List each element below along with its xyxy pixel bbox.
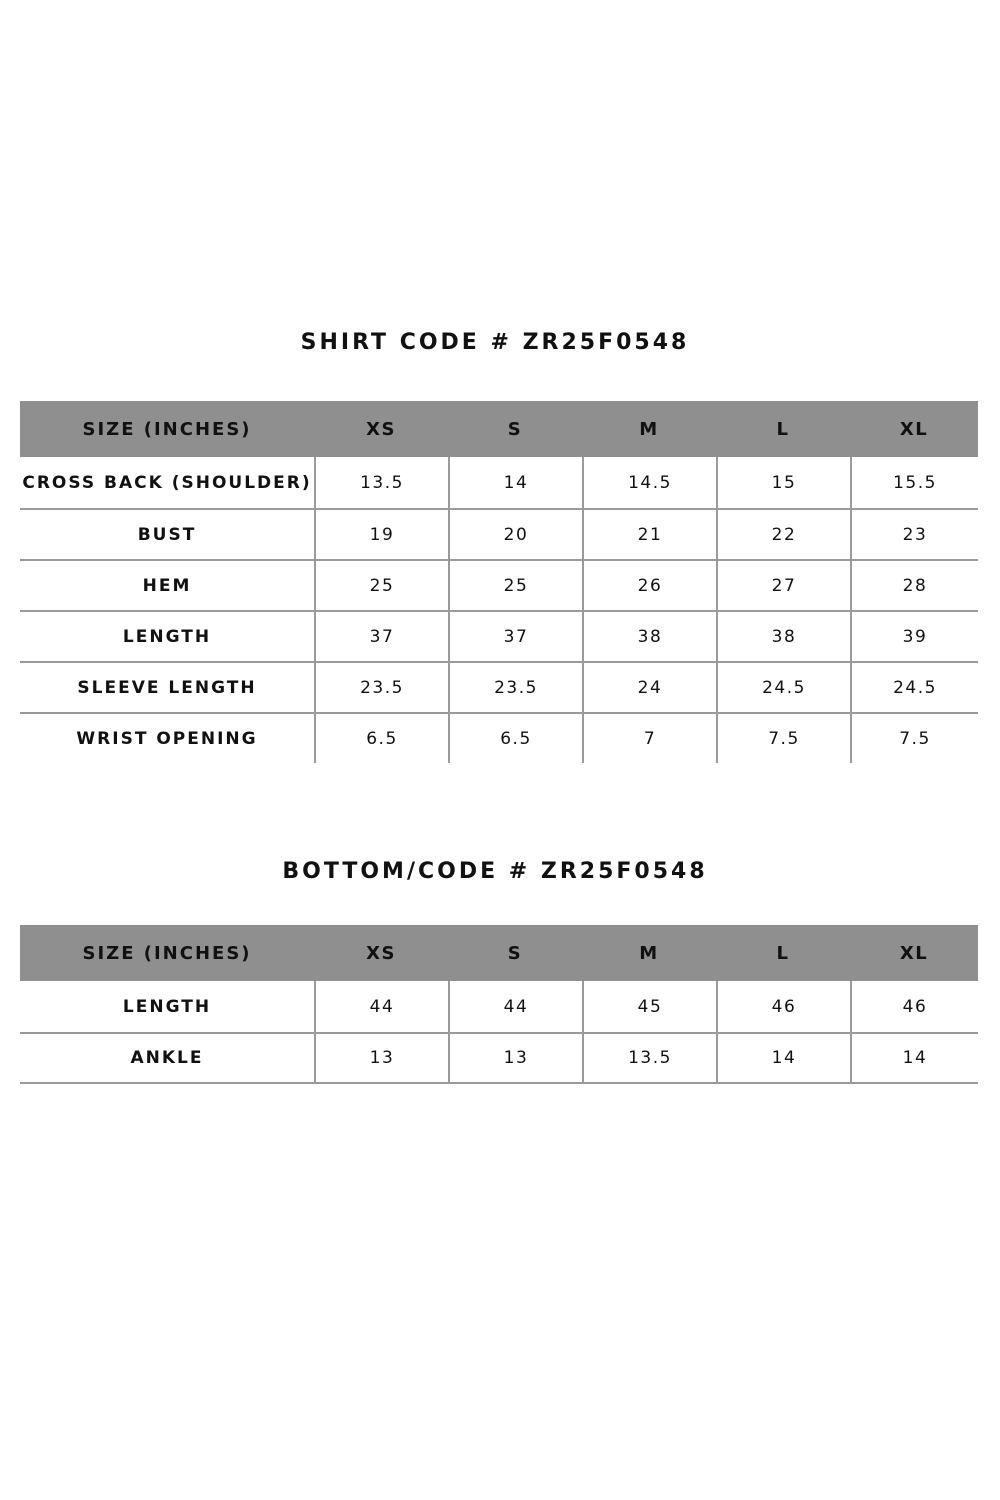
measurement-value-cell: 20	[448, 510, 582, 559]
measurement-value-cell: 13	[314, 1034, 448, 1082]
measurement-value-cell: 38	[716, 612, 850, 661]
measurement-value-cell: 24	[582, 663, 716, 712]
header-label-cell: SIZE (INCHES)	[82, 942, 252, 964]
measurement-value-cell: 37	[314, 612, 448, 661]
shirt-title: SHIRT CODE # ZR25F0548	[300, 330, 690, 355]
measurement-value-cell: 28	[850, 561, 978, 610]
measurement-value-cell: 23.5	[314, 663, 448, 712]
size-header-cell: XS	[366, 942, 396, 964]
size-header-cell: M	[639, 942, 659, 964]
size-header-cell: XS	[366, 418, 396, 440]
measurement-value-cell: 19	[314, 510, 448, 559]
measurement-value-cell: 23.5	[448, 663, 582, 712]
measurement-value-cell: 6.5	[448, 714, 582, 763]
table-row: HEM 25 25 26 27 28	[20, 559, 978, 610]
measurement-value-cell: 14	[448, 457, 582, 508]
measurement-value-cell: 23	[850, 510, 978, 559]
measurement-value-cell: 46	[716, 981, 850, 1032]
measurement-label-cell: ANKLE	[130, 1048, 204, 1068]
measurement-value-cell: 38	[582, 612, 716, 661]
measurement-value-cell: 44	[448, 981, 582, 1032]
measurement-value-cell: 24.5	[850, 663, 978, 712]
table-row: BUST 19 20 21 22 23	[20, 508, 978, 559]
measurement-value-cell: 37	[448, 612, 582, 661]
table-row: WRIST OPENING 6.5 6.5 7 7.5 7.5	[20, 712, 978, 763]
measurement-value-cell: 25	[448, 561, 582, 610]
table-row: LENGTH 37 37 38 38 39	[20, 610, 978, 661]
measurement-value-cell: 13	[448, 1034, 582, 1082]
table-row: SLEEVE LENGTH 23.5 23.5 24 24.5 24.5	[20, 661, 978, 712]
measurement-label-cell: WRIST OPENING	[76, 728, 258, 749]
measurement-value-cell: 7	[582, 714, 716, 763]
measurement-label-cell: CROSS BACK (SHOULDER)	[22, 472, 312, 493]
measurement-value-cell: 14	[716, 1034, 850, 1082]
measurement-value-cell: 45	[582, 981, 716, 1032]
measurement-label-cell: BUST	[137, 524, 197, 545]
measurement-label-cell: LENGTH	[122, 996, 212, 1017]
measurement-value-cell: 44	[314, 981, 448, 1032]
measurement-value-cell: 6.5	[314, 714, 448, 763]
measurement-value-cell: 14.5	[582, 457, 716, 508]
shirt-size-table: SIZE (INCHES) XS S M L XL CROSS BACK (SHOULDER…	[20, 401, 978, 763]
measurement-value-cell: 15	[716, 457, 850, 508]
measurement-label-cell: SLEEVE LENGTH	[77, 677, 257, 698]
measurement-value-cell: 24.5	[716, 663, 850, 712]
header-label-cell: SIZE (INCHES)	[82, 418, 252, 440]
bottom-title: BOTTOM/CODE # ZR25F0548	[282, 859, 708, 884]
measurement-value-cell: 15.5	[850, 457, 978, 508]
measurement-value-cell: 39	[850, 612, 978, 661]
table-row: LENGTH 44 44 45 46 46	[20, 981, 978, 1032]
measurement-value-cell: 22	[716, 510, 850, 559]
size-header-cell: S	[507, 418, 523, 440]
size-header-cell: M	[639, 418, 659, 440]
measurement-value-cell: 13.5	[582, 1034, 716, 1082]
size-header-cell: XL	[899, 942, 929, 964]
header-row: SIZE (INCHES) XS S M L XL	[20, 401, 978, 457]
measurement-label-cell: LENGTH	[122, 626, 212, 647]
table-row: ANKLE 13 13 13.5 14 14	[20, 1032, 978, 1084]
bottom-size-table: SIZE (INCHES) XS S M L XL LENGTH 44 44 45 46 46 ANKL…	[20, 925, 978, 1084]
measurement-value-cell: 14	[850, 1034, 978, 1082]
measurement-label-cell: HEM	[142, 575, 192, 596]
size-header-cell: L	[776, 418, 790, 440]
header-row: SIZE (INCHES) XS S M L XL	[20, 925, 978, 981]
size-header-cell: S	[507, 942, 523, 964]
measurement-value-cell: 25	[314, 561, 448, 610]
measurement-value-cell: 26	[582, 561, 716, 610]
measurement-value-cell: 21	[582, 510, 716, 559]
size-header-cell: XL	[899, 418, 929, 440]
measurement-value-cell: 7.5	[716, 714, 850, 763]
measurement-value-cell: 7.5	[850, 714, 978, 763]
measurement-value-cell: 13.5	[314, 457, 448, 508]
size-header-cell: L	[776, 942, 790, 964]
table-row: CROSS BACK (SHOULDER) 13.5 14 14.5 15 15.5	[20, 457, 978, 508]
measurement-value-cell: 27	[716, 561, 850, 610]
measurement-value-cell: 46	[850, 981, 978, 1032]
